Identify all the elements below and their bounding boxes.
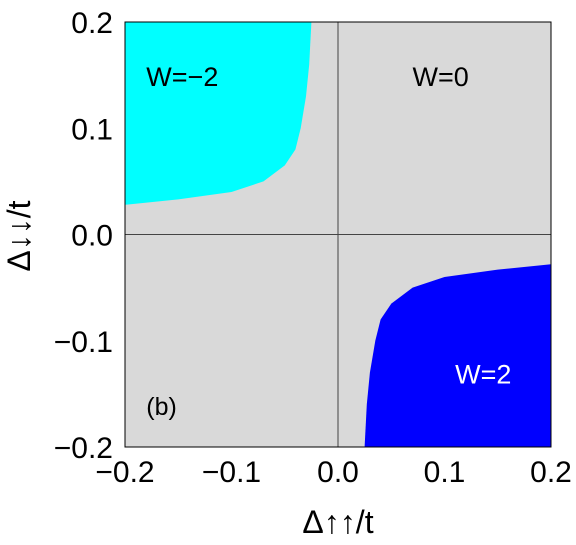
- region-label-2: W=2: [455, 359, 511, 389]
- x-tick-label: 0.2: [530, 456, 572, 489]
- x-tick-label: 0.0: [317, 456, 359, 489]
- panel-label: (b): [146, 393, 177, 421]
- region-label-1: W=0: [413, 62, 469, 92]
- plot-frame: [124, 21, 552, 448]
- plot-area: W=−2 W=0 W=2 (b): [124, 21, 552, 448]
- x-tick-label: −0.1: [202, 456, 261, 489]
- y-axis-label: Δ↓↓/t: [1, 200, 37, 271]
- x-axis-label: Δ↑↑/t: [302, 504, 373, 540]
- region-label-0: W=−2: [146, 62, 218, 92]
- tick-layer: −0.2 −0.1 0.0 0.1 0.2 −0.2 −0.1 0.0 0.1 0.2: [54, 7, 572, 489]
- x-tick-label: −0.2: [95, 456, 154, 489]
- y-tick-label: 0.2: [71, 7, 113, 40]
- y-tick-label: 0.1: [71, 113, 113, 146]
- x-tick-label: 0.1: [424, 456, 466, 489]
- phase-region-0: [125, 22, 312, 205]
- phase-region-2: [364, 264, 551, 447]
- y-tick-label: 0.0: [71, 220, 113, 253]
- y-tick-label: −0.1: [54, 326, 113, 359]
- y-tick-label: −0.2: [54, 432, 113, 465]
